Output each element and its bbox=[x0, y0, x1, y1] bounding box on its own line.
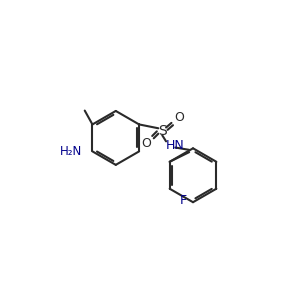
Text: S: S bbox=[158, 124, 166, 138]
Text: O: O bbox=[174, 111, 184, 124]
Text: O: O bbox=[141, 137, 151, 150]
Text: F: F bbox=[180, 194, 187, 207]
Text: HN: HN bbox=[166, 140, 185, 153]
Text: H₂N: H₂N bbox=[60, 145, 82, 158]
